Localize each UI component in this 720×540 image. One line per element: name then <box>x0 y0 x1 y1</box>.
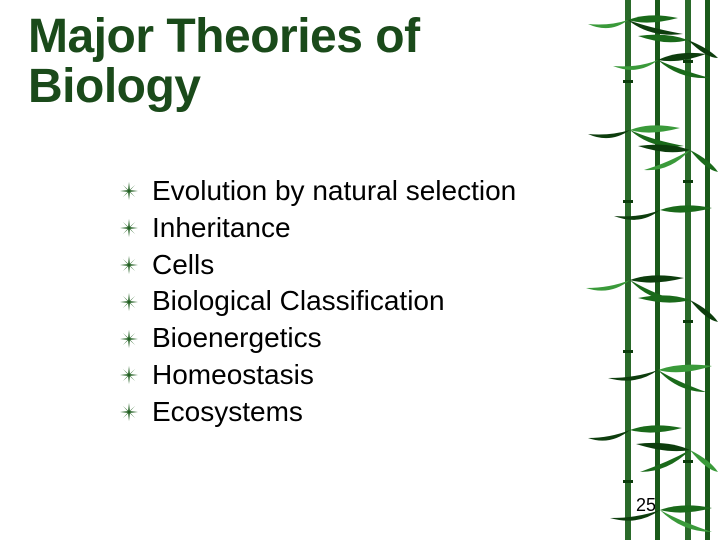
bullet-text: Homeostasis <box>152 360 314 391</box>
bamboo-leaves <box>586 15 718 532</box>
list-item: Homeostasis <box>120 360 600 391</box>
list-item: Cells <box>120 250 600 281</box>
list-item: Biological Classification <box>120 286 600 317</box>
starburst-icon <box>120 182 138 200</box>
bullet-text: Biological Classification <box>152 286 445 317</box>
slide: Major Theories of Biology Evolution by n… <box>0 0 720 540</box>
slide-title: Major Theories of Biology <box>28 12 508 113</box>
title-line-1: Major Theories of <box>28 10 420 63</box>
list-item: Ecosystems <box>120 397 600 428</box>
starburst-icon <box>120 403 138 421</box>
list-item: Evolution by natural selection <box>120 176 600 207</box>
starburst-icon <box>120 330 138 348</box>
bullet-text: Inheritance <box>152 213 291 244</box>
list-item: Bioenergetics <box>120 323 600 354</box>
bullet-list: Evolution by natural selection Inheritan… <box>120 176 600 434</box>
starburst-icon <box>120 219 138 237</box>
starburst-icon <box>120 293 138 311</box>
bamboo-stems <box>623 0 710 540</box>
bullet-text: Evolution by natural selection <box>152 176 516 207</box>
title-line-2: Biology <box>28 60 201 113</box>
list-item: Inheritance <box>120 213 600 244</box>
bullet-text: Cells <box>152 250 214 281</box>
starburst-icon <box>120 366 138 384</box>
bamboo-decoration <box>570 0 720 540</box>
bullet-text: Bioenergetics <box>152 323 322 354</box>
starburst-icon <box>120 256 138 274</box>
bullet-text: Ecosystems <box>152 397 303 428</box>
